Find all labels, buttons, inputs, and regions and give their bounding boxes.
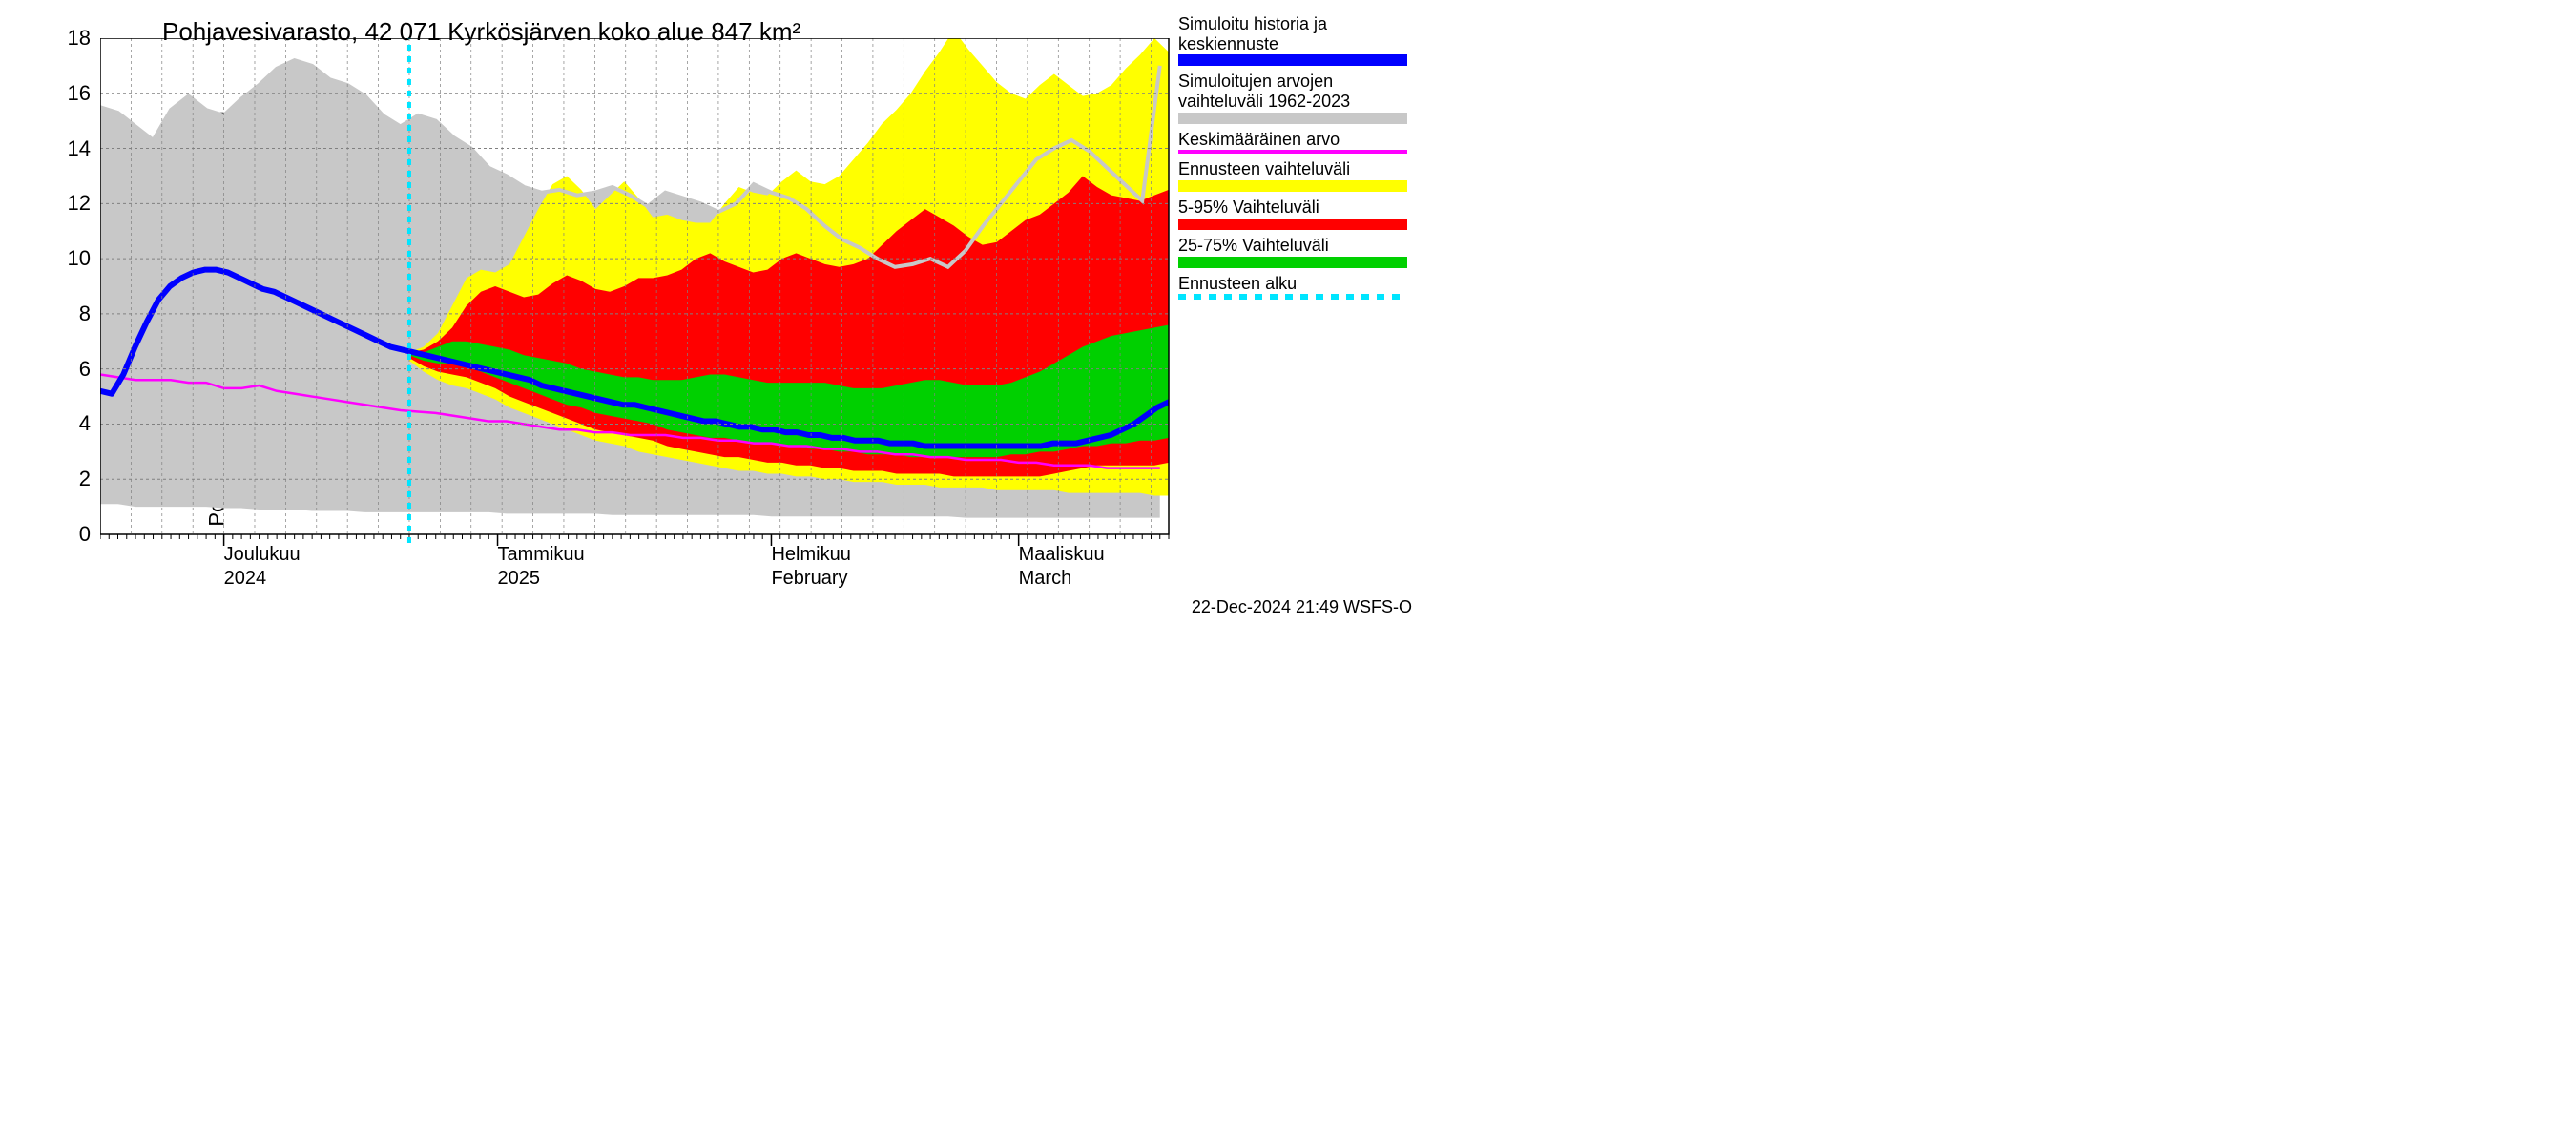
legend-item: 5-95% Vaihteluväli — [1178, 198, 1417, 230]
legend-text: Simuloitujen arvojen — [1178, 72, 1417, 92]
legend-swatch — [1178, 294, 1407, 300]
legend-item: 25-75% Vaihteluväli — [1178, 236, 1417, 268]
x-tick-sublabel: March — [1019, 568, 1072, 590]
legend-swatch — [1178, 54, 1407, 66]
legend-text: keskiennuste — [1178, 34, 1417, 54]
x-tick-label: Maaliskuu — [1019, 544, 1105, 566]
y-tick-label: 14 — [52, 136, 91, 161]
legend-swatch — [1178, 257, 1407, 268]
y-tick-label: 10 — [52, 246, 91, 271]
y-tick-label: 6 — [52, 357, 91, 382]
y-tick-label: 8 — [52, 302, 91, 326]
y-tick-label: 12 — [52, 191, 91, 216]
x-tick-label: Tammikuu — [498, 544, 585, 566]
legend-item: Simuloitu historia jakeskiennuste — [1178, 14, 1417, 66]
legend-text: Keskimääräinen arvo — [1178, 130, 1417, 150]
y-tick-label: 4 — [52, 411, 91, 436]
legend-swatch — [1178, 113, 1407, 124]
legend-text: 5-95% Vaihteluväli — [1178, 198, 1417, 218]
timestamp-label: 22-Dec-2024 21:49 WSFS-O — [1192, 597, 1412, 617]
legend-swatch — [1178, 150, 1407, 154]
chart-container: Pohjavesivarasto / Groundwater storage m… — [0, 0, 1431, 636]
legend-swatch — [1178, 219, 1407, 230]
legend-item: Ennusteen vaihteluväli — [1178, 159, 1417, 192]
x-tick-label: Helmikuu — [771, 544, 850, 566]
legend-swatch — [1178, 180, 1407, 192]
legend: Simuloitu historia jakeskiennusteSimuloi… — [1178, 14, 1417, 305]
legend-text: Simuloitu historia ja — [1178, 14, 1417, 34]
legend-text: Ennusteen vaihteluväli — [1178, 159, 1417, 179]
plot-svg — [100, 38, 1171, 553]
legend-item: Keskimääräinen arvo — [1178, 130, 1417, 155]
legend-text: 25-75% Vaihteluväli — [1178, 236, 1417, 256]
legend-item: Simuloitujen arvojenvaihteluväli 1962-20… — [1178, 72, 1417, 123]
x-tick-sublabel: 2025 — [498, 568, 541, 590]
x-tick-sublabel: February — [771, 568, 847, 590]
x-tick-label: Joulukuu — [224, 544, 301, 566]
y-tick-label: 2 — [52, 467, 91, 491]
y-tick-label: 16 — [52, 81, 91, 106]
y-tick-label: 18 — [52, 26, 91, 51]
x-tick-sublabel: 2024 — [224, 568, 267, 590]
legend-text: vaihteluväli 1962-2023 — [1178, 92, 1417, 112]
legend-item: Ennusteen alku — [1178, 274, 1417, 301]
y-tick-label: 0 — [52, 522, 91, 547]
legend-text: Ennusteen alku — [1178, 274, 1417, 294]
